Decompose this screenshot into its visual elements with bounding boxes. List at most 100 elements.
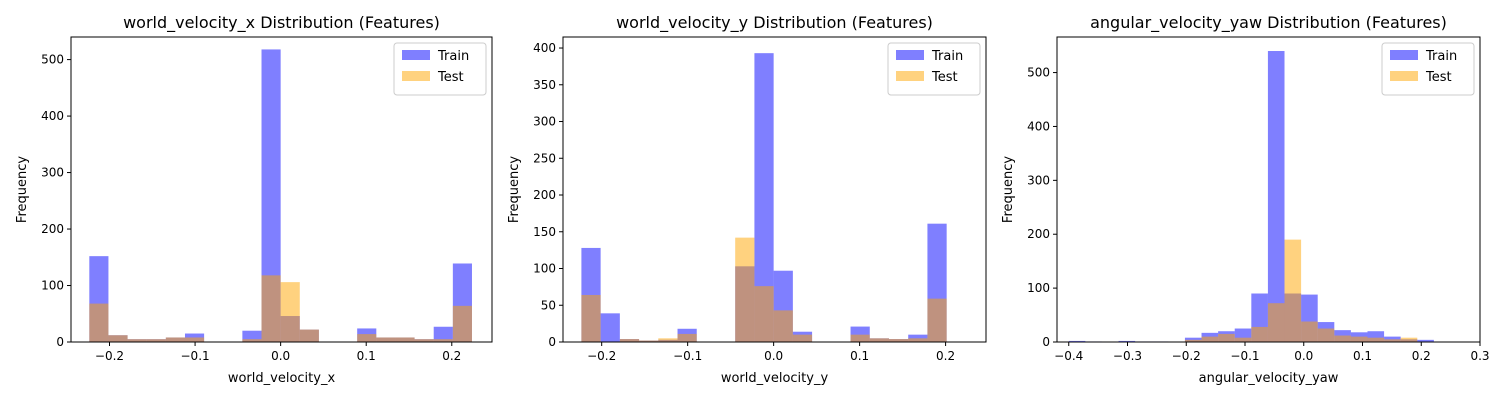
y-tick-label: 500 [41, 53, 64, 67]
y-tick-label: 0 [548, 335, 556, 349]
series-train-bars [1068, 51, 1434, 343]
x-axis-label: world_velocity_y [721, 371, 829, 386]
histogram-bar [1184, 339, 1202, 342]
y-axis-label: Frequency [1001, 156, 1016, 223]
histogram-bar [357, 334, 377, 342]
histogram-bar [869, 338, 889, 342]
y-tick-label: 300 [41, 166, 64, 180]
histogram-bar [1384, 339, 1401, 342]
legend-label-train: Train [931, 49, 963, 64]
y-tick-label: 400 [533, 41, 556, 55]
histogram-bar [792, 334, 813, 342]
x-tick-label: −0.1 [181, 349, 210, 363]
legend-swatch-test [1390, 71, 1418, 81]
y-tick-label: 0 [1042, 335, 1050, 349]
histogram-bar [452, 305, 472, 342]
histogram-bar [1301, 321, 1318, 342]
x-tick-label: 0.3 [1470, 349, 1489, 363]
histogram-bar [1367, 337, 1385, 342]
x-tick-label: −0.2 [95, 349, 124, 363]
y-tick-label: 100 [1027, 281, 1050, 295]
legend: Train Test [393, 42, 487, 96]
histogram-bar [927, 298, 947, 342]
y-tick-label: 200 [41, 222, 64, 236]
histogram-bar [658, 338, 678, 342]
histogram-bar [433, 339, 453, 342]
histogram-bar [108, 335, 128, 342]
histogram-bar [888, 339, 909, 342]
histogram-bar [850, 334, 870, 342]
histogram-bar [1267, 303, 1285, 342]
histogram-bar [433, 326, 453, 342]
histogram-bar [1417, 339, 1434, 342]
histogram-bar [280, 282, 300, 342]
x-tick-label: −0.2 [587, 349, 616, 363]
legend-label-train: Train [1425, 49, 1457, 64]
series-test-bars [89, 275, 472, 342]
y-tick-label: 400 [41, 109, 64, 123]
y-tick-label: 300 [1027, 173, 1050, 187]
x-tick-label: −0.1 [673, 349, 702, 363]
y-tick-label: 0 [56, 335, 64, 349]
histogram-bar [376, 337, 396, 342]
legend-swatch-train [402, 50, 430, 60]
x-tick-label: −0.4 [1054, 349, 1083, 363]
x-axis-label: angular_velocity_yaw [1199, 371, 1339, 386]
histogram-bar [581, 294, 601, 342]
histogram-bar [754, 53, 774, 343]
chart-title: world_velocity_x Distribution (Features) [123, 13, 440, 33]
histogram-bar [1350, 336, 1368, 342]
histogram-bar [600, 313, 620, 342]
histogram-bar [261, 275, 281, 342]
subplot-1: −0.2 −0.1 0.0 0.1 0.2 0 100 200 300 400 500 world_v… [15, 13, 493, 386]
legend-swatch-train [1390, 50, 1418, 60]
histogram-bar [242, 330, 262, 342]
y-tick-label: 400 [1027, 119, 1050, 133]
y-tick-label: 200 [533, 188, 556, 202]
x-tick-label: 0.0 [1294, 349, 1313, 363]
legend: Train Test [887, 42, 981, 96]
series-test-bars [581, 237, 947, 342]
x-tick-label: 0.0 [271, 349, 290, 363]
y-tick-label: 100 [41, 279, 64, 293]
y-tick-label: 300 [533, 115, 556, 129]
histogram-bar [754, 286, 774, 342]
y-axis-label: Frequency [15, 156, 30, 223]
x-tick-label: −0.2 [1172, 349, 1201, 363]
chart-title: world_velocity_y Distribution (Features) [616, 13, 933, 33]
histogram-bar [127, 339, 147, 342]
histogram-bar [639, 340, 659, 342]
axes-frame [70, 36, 493, 343]
histogram-bar [395, 337, 415, 342]
histogram-bar [1118, 340, 1136, 342]
series-test-bars [1184, 239, 1418, 342]
histogram-bar [261, 49, 281, 342]
histogram-bar [89, 303, 109, 342]
x-tick-label: 0.1 [850, 349, 869, 363]
x-tick-label: 0.1 [357, 349, 376, 363]
histogram-bar [414, 339, 434, 342]
x-axis-label: world_velocity_x [228, 371, 336, 386]
histogram-bar [1201, 336, 1219, 342]
legend: Train Test [1381, 42, 1475, 96]
subplot-2: −0.2 −0.1 0.0 0.1 0.2 0 50 100 150 200 250 300 350 40… [507, 13, 987, 386]
legend-label-train: Train [437, 49, 469, 64]
subplot-3: −0.4 −0.3 −0.2 −0.1 0.0 0.1 0.2 0.3 0 100 200 300 40… [1001, 13, 1490, 386]
legend-label-test: Test [1425, 70, 1452, 85]
histogram-bar [165, 337, 185, 342]
y-tick-label: 350 [533, 78, 556, 92]
y-axis-label: Frequency [507, 156, 522, 223]
histogram-bar [1234, 337, 1252, 342]
y-tick-label: 200 [1027, 227, 1050, 241]
histogram-bar [184, 337, 205, 342]
legend-swatch-test [402, 71, 430, 81]
histogram-bar [1251, 326, 1268, 342]
y-tick-label: 100 [533, 262, 556, 276]
histogram-bar [1367, 331, 1385, 342]
y-tick-label: 50 [541, 298, 556, 312]
legend-swatch-test [896, 71, 924, 81]
histogram-bar [908, 338, 928, 342]
histogram-bar [619, 339, 640, 342]
x-tick-label: −0.1 [1230, 349, 1259, 363]
